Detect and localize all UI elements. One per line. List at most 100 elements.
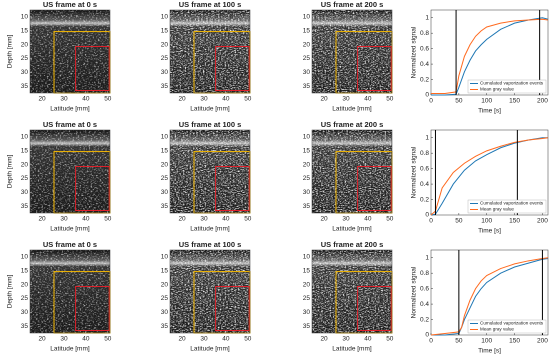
legend-label: Mean gray value — [480, 327, 514, 332]
y-tick-label: 15 — [303, 267, 311, 274]
axes-frame — [29, 129, 111, 214]
us-panel: US frame at 0 s 20 30 40 50 10 15 20 25 30 35 Latit… — [7, 0, 112, 113]
roi-red — [357, 286, 392, 332]
y-tick-label: 35 — [161, 83, 169, 90]
x-tick-label: 40 — [82, 336, 90, 343]
y-tick-label: 20 — [21, 41, 29, 48]
signal-chart: 0 50 100 150 200 0 0.2 0.4 0.6 0.8 1 Cumulated vapo… — [411, 9, 549, 115]
x-axis-label: Latitude [mm] — [50, 226, 90, 233]
x-tick-label: 50 — [104, 216, 112, 223]
y-tick-label: 30 — [303, 189, 311, 196]
y-tick-label: 10 — [21, 134, 29, 141]
y-tick-label: 0.2 — [420, 76, 429, 83]
x-axis-label: Latitude [mm] — [50, 346, 90, 353]
y-tick-label: 35 — [303, 323, 311, 330]
y-tick-label: 0.8 — [420, 270, 429, 277]
x-tick-label: 30 — [200, 336, 208, 343]
us-speckle — [30, 130, 110, 213]
panel-title: US frame at 200 s — [321, 240, 384, 249]
panel-title: US frame at 100 s — [179, 240, 242, 249]
roi-red — [75, 286, 110, 332]
us-panel: US frame at 100 s 20 30 40 50 10 15 20 25 30 35 Lat… — [161, 240, 252, 353]
us-panel: US frame at 0 s 20 30 40 50 10 15 20 25 30 35 Latit… — [7, 240, 112, 353]
us-speckle — [170, 250, 250, 333]
x-tick-label: 40 — [364, 96, 372, 103]
y-tick-label: 25 — [161, 175, 169, 182]
y-tick-label: 30 — [303, 309, 311, 316]
us-speckle — [312, 10, 392, 93]
y-tick-label: 0.4 — [420, 181, 429, 188]
roi-red — [75, 46, 110, 92]
x-tick-label: 50 — [455, 338, 463, 345]
y-tick-label: 35 — [21, 203, 29, 210]
y-tick-label: 0 — [425, 212, 429, 219]
y-tick-label: 0.2 — [420, 196, 429, 203]
y-tick-label: 1 — [425, 14, 429, 21]
legend-box — [467, 79, 547, 94]
y-tick-label: 15 — [303, 27, 311, 34]
x-tick-label: 30 — [342, 336, 350, 343]
signal-chart: 0 50 100 150 200 0 0.2 0.4 0.6 0.8 1 Cumulated vapo… — [411, 129, 549, 235]
x-tick-label: 100 — [481, 98, 492, 105]
x-tick-label: 20 — [178, 96, 186, 103]
x-tick-label: 30 — [200, 216, 208, 223]
us-speckle — [30, 250, 110, 333]
x-tick-label: 30 — [60, 336, 68, 343]
x-axis-label: Latitude [mm] — [190, 226, 230, 233]
x-tick-label: 30 — [342, 216, 350, 223]
y-tick-label: 35 — [21, 323, 29, 330]
x-tick-label: 50 — [104, 336, 112, 343]
y-tick-label: 10 — [21, 254, 29, 261]
y-tick-label: 25 — [303, 295, 311, 302]
x-axis-label: Latitude [mm] — [332, 346, 372, 353]
x-tick-label: 100 — [481, 338, 492, 345]
x-tick-label: 150 — [509, 218, 520, 225]
y-axis-label: Normalized signal — [411, 146, 418, 198]
y-tick-label: 0 — [425, 332, 429, 339]
y-tick-label: 0.6 — [420, 45, 429, 52]
y-tick-label: 0 — [425, 92, 429, 99]
y-tick-label: 20 — [303, 41, 311, 48]
roi-red — [357, 46, 392, 92]
y-axis-label: Depth [mm] — [7, 275, 14, 309]
x-tick-label: 40 — [222, 216, 230, 223]
y-tick-label: 10 — [21, 14, 29, 21]
y-axis-label: Normalized signal — [411, 26, 418, 78]
x-tick-label: 50 — [386, 216, 394, 223]
x-tick-label: 50 — [244, 96, 252, 103]
panel-title: US frame at 0 s — [43, 0, 97, 9]
us-panel: US frame at 200 s 20 30 40 50 10 15 20 25 30 35 Lat… — [303, 0, 394, 113]
us-speckle — [312, 130, 392, 213]
us-panel: US frame at 200 s 20 30 40 50 10 15 20 25 30 35 Lat… — [303, 240, 394, 353]
y-tick-label: 20 — [303, 281, 311, 288]
x-axis-label: Latitude [mm] — [190, 346, 230, 353]
panel-title: US frame at 0 s — [43, 120, 97, 129]
x-tick-label: 30 — [60, 216, 68, 223]
x-tick-label: 20 — [320, 336, 328, 343]
legend-box — [467, 199, 547, 214]
y-tick-label: 0.8 — [420, 150, 429, 157]
x-tick-label: 40 — [82, 96, 90, 103]
y-tick-label: 1 — [425, 134, 429, 141]
x-tick-label: 50 — [386, 96, 394, 103]
signal-line — [430, 137, 549, 216]
x-axis-label: Latitude [mm] — [332, 226, 372, 233]
y-tick-label: 15 — [161, 147, 169, 154]
y-tick-label: 0.2 — [420, 316, 429, 323]
x-tick-label: 40 — [222, 96, 230, 103]
us-panel: US frame at 100 s 20 30 40 50 10 15 20 25 30 35 Lat… — [161, 0, 252, 113]
x-axis-label: Latitude [mm] — [332, 106, 372, 113]
us-speckle — [30, 10, 110, 93]
y-tick-label: 30 — [161, 189, 169, 196]
y-tick-label: 25 — [161, 55, 169, 62]
axes-frame — [169, 129, 251, 214]
x-tick-label: 200 — [537, 98, 548, 105]
legend-label: Cumulated vaporization events — [480, 201, 544, 206]
axes-frame — [169, 249, 251, 334]
y-tick-label: 25 — [303, 175, 311, 182]
legend-label: Mean gray value — [480, 87, 514, 92]
x-tick-label: 20 — [38, 96, 46, 103]
axes-frame — [29, 9, 111, 94]
axes-frame — [311, 9, 393, 94]
